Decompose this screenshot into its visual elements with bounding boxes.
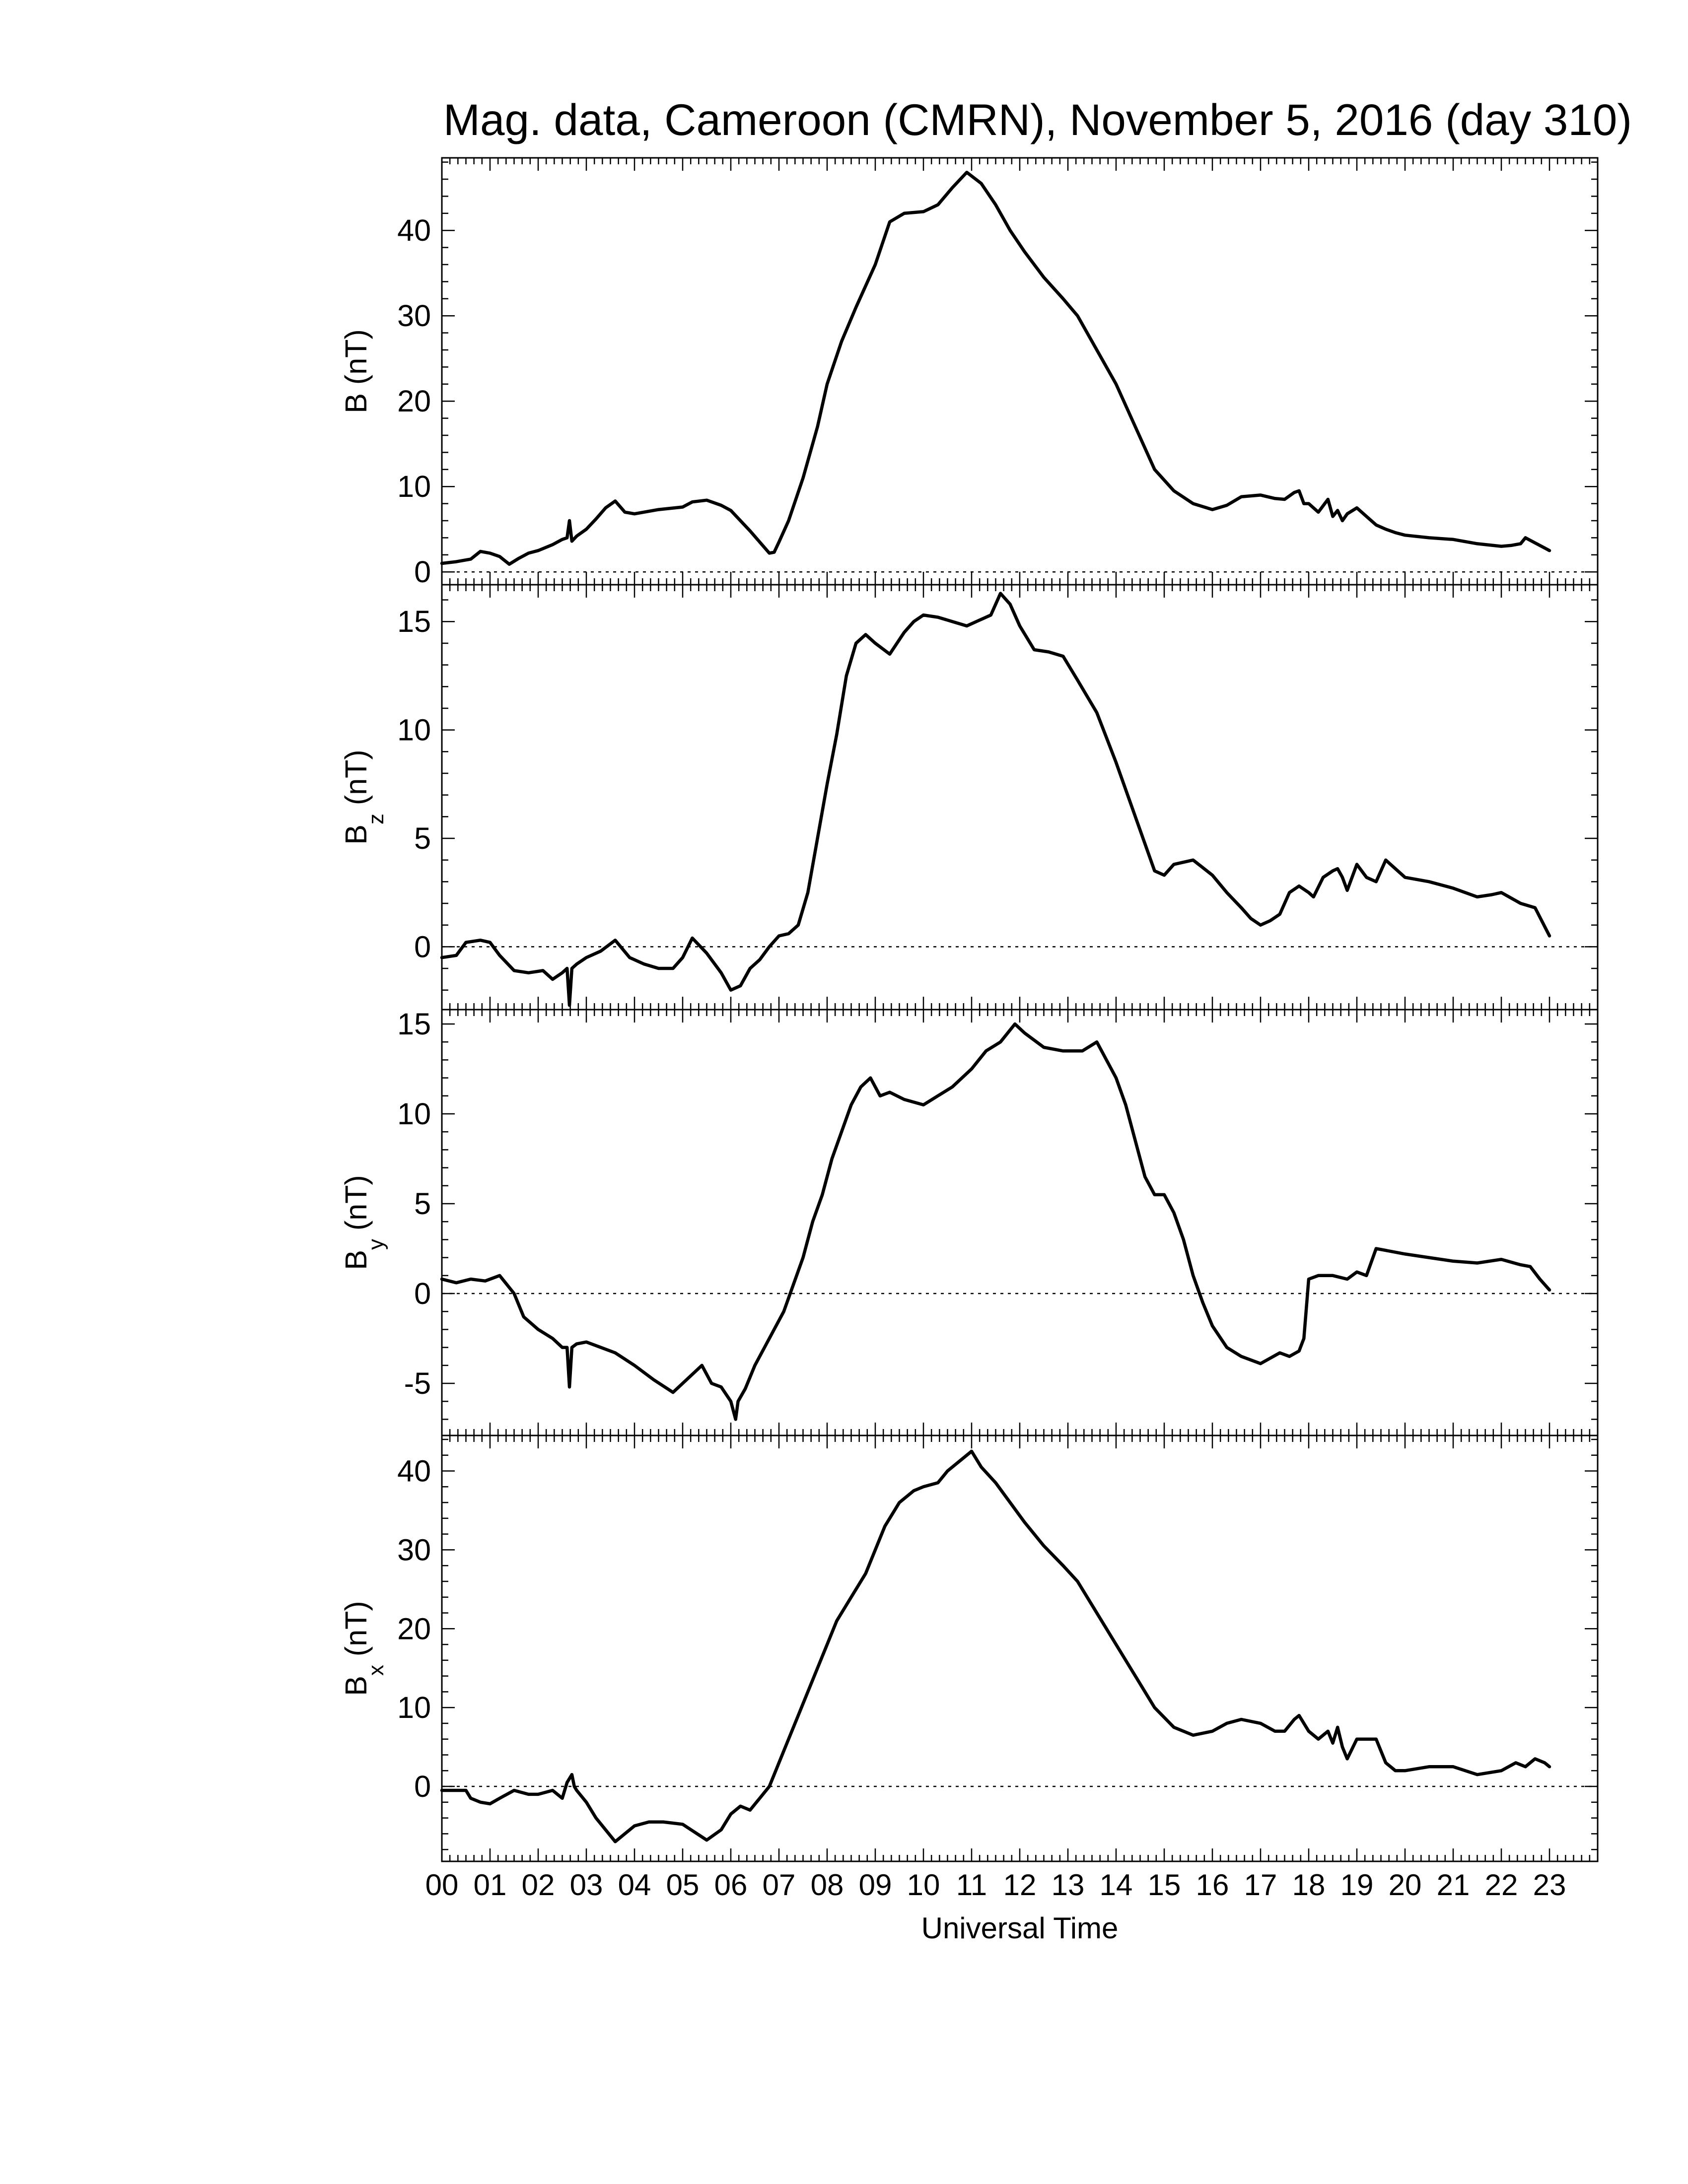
- x-tick-label: 12: [1003, 1868, 1037, 1902]
- series-line-Bz: [440, 592, 1551, 1007]
- panels: 0 10 20 30 40 B (nT) 0 5 10 15 Bz (nT) -5 0 5 10 15 By (…: [339, 157, 1599, 1862]
- y-axis-label: Bz (nT): [339, 750, 388, 844]
- y-axis-label: By (nT): [339, 1175, 388, 1270]
- x-tick-label: 03: [570, 1868, 603, 1902]
- x-tick-label: 02: [522, 1868, 555, 1902]
- x-tick-label: 10: [907, 1868, 940, 1902]
- x-tick-label: 18: [1292, 1868, 1326, 1902]
- y-tick-label: -5: [404, 1366, 431, 1400]
- y-axis-label-unit: (nT): [339, 1601, 373, 1665]
- x-tick-label: 17: [1244, 1868, 1277, 1902]
- x-tick-label: 06: [714, 1868, 748, 1902]
- y-axis-label-unit: (nT): [339, 750, 373, 814]
- x-tick-label: 04: [618, 1868, 651, 1902]
- series-line-By: [440, 1022, 1551, 1421]
- x-axis-label: Universal Time: [921, 1911, 1119, 1945]
- y-tick-label: 10: [397, 1097, 431, 1131]
- y-tick-label: 10: [397, 713, 431, 747]
- y-tick-label: 40: [397, 1454, 431, 1488]
- panel-frame: [441, 157, 1599, 586]
- y-tick-label: 5: [414, 1187, 431, 1221]
- y-tick-label: 0: [414, 1770, 431, 1803]
- x-tick-label: 22: [1485, 1868, 1518, 1902]
- y-tick-label: 15: [397, 1007, 431, 1041]
- y-tick-label: 20: [397, 384, 431, 418]
- y-axis-label-main: B: [339, 824, 373, 845]
- x-tick-label: 20: [1389, 1868, 1422, 1902]
- panel-Bx: 0 10 20 30 40 Bx (nT): [339, 1434, 1599, 1862]
- y-axis-label: B (nT): [339, 329, 373, 413]
- x-tick-label: 16: [1196, 1868, 1229, 1902]
- x-tick-label: 15: [1148, 1868, 1181, 1902]
- figure-title: Mag. data, Cameroon (CMRN), November 5, …: [443, 95, 1632, 144]
- y-tick-label: 10: [397, 470, 431, 503]
- y-tick-label: 40: [397, 213, 431, 247]
- y-tick-label: 0: [414, 1277, 431, 1310]
- y-tick-label: 0: [414, 930, 431, 963]
- y-axis-label: Bx (nT): [339, 1601, 388, 1696]
- x-tick-label: 23: [1533, 1868, 1566, 1902]
- y-axis-label-main: B: [339, 393, 373, 413]
- x-tick-label: 01: [474, 1868, 507, 1902]
- x-tick-label: 05: [666, 1868, 700, 1902]
- x-tick-label: 14: [1100, 1868, 1133, 1902]
- panel-B: 0 10 20 30 40 B (nT): [339, 157, 1599, 589]
- y-axis-label-unit: (nT): [339, 1175, 373, 1239]
- y-tick-label: 15: [397, 605, 431, 638]
- x-tick-label: 21: [1437, 1868, 1470, 1902]
- x-tick-label: 09: [859, 1868, 892, 1902]
- panel-frame: [441, 1009, 1599, 1436]
- y-tick-label: 20: [397, 1612, 431, 1645]
- panel-Bz: 0 5 10 15 Bz (nT): [339, 584, 1599, 1011]
- panel-frame: [441, 1434, 1599, 1862]
- panel-frame: [441, 584, 1599, 1011]
- y-axis-label-subscript: y: [364, 1239, 388, 1250]
- y-tick-label: 5: [414, 821, 431, 855]
- y-tick-label: 30: [397, 1533, 431, 1567]
- panel-By: -5 0 5 10 15 By (nT): [339, 1007, 1599, 1436]
- x-tick-label: 19: [1340, 1868, 1374, 1902]
- x-tick-label: 00: [425, 1868, 459, 1902]
- y-axis-label-subscript: z: [364, 814, 388, 824]
- x-tick-label: 07: [763, 1868, 796, 1902]
- y-axis-label-unit: (nT): [339, 329, 373, 393]
- y-tick-label: 30: [397, 299, 431, 333]
- series-line-Bx: [440, 1449, 1551, 1843]
- x-axis-tick-labels: 00 01 02 03 04 05 06 07 08 09 10 11 12 13 14 15 16 17 18 19…: [425, 1868, 1566, 1902]
- y-tick-label: 10: [397, 1691, 431, 1724]
- x-tick-label: 08: [811, 1868, 844, 1902]
- y-axis-label-main: B: [339, 1676, 373, 1696]
- y-axis-label-subscript: x: [364, 1665, 388, 1676]
- y-axis-label-main: B: [339, 1250, 373, 1270]
- x-tick-label: 13: [1052, 1868, 1085, 1902]
- x-tick-label: 11: [956, 1868, 987, 1902]
- y-tick-label: 0: [414, 555, 431, 589]
- series-line-B: [440, 170, 1551, 566]
